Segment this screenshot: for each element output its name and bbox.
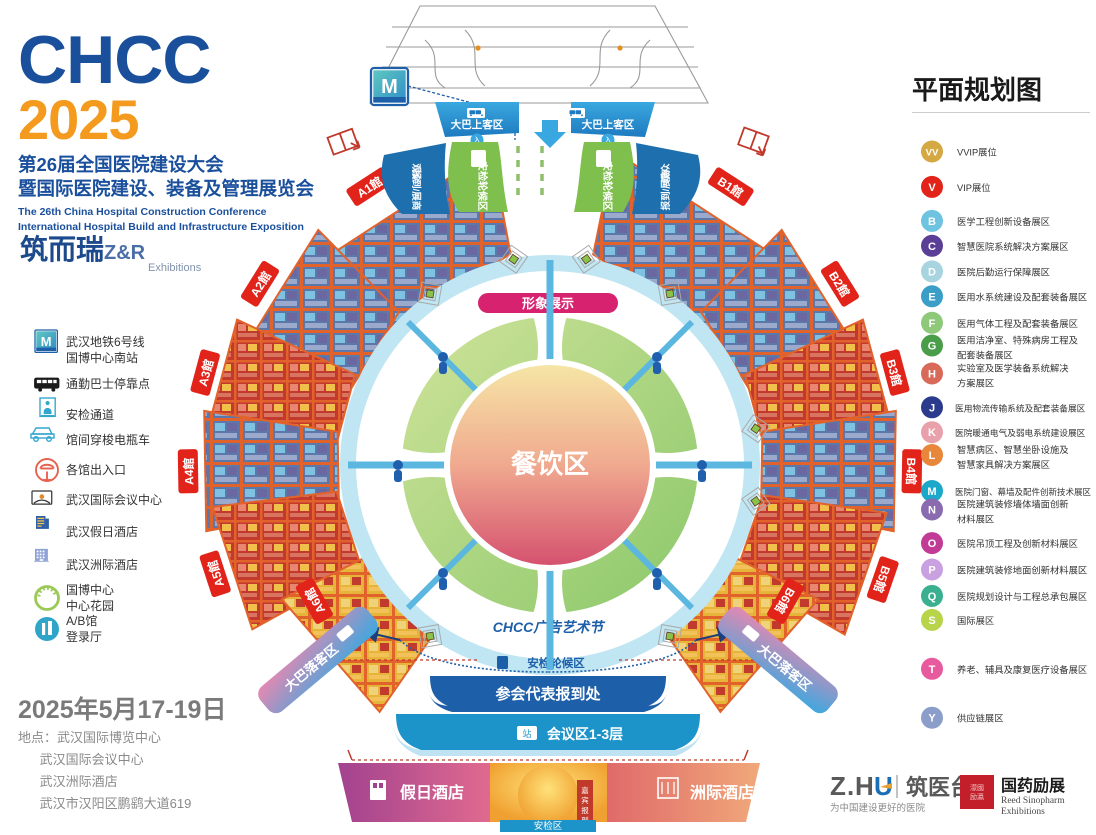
svg-text:医用水系统建设及配套装备展区: 医用水系统建设及配套装备展区 xyxy=(957,291,1087,302)
svg-text:.: . xyxy=(847,771,854,801)
svg-text:J: J xyxy=(929,402,935,414)
svg-text:安检轮候区: 安检轮候区 xyxy=(476,161,489,211)
svg-text:餐饮区: 餐饮区 xyxy=(511,449,589,479)
svg-text:C: C xyxy=(928,241,936,253)
svg-text:D: D xyxy=(928,266,936,278)
svg-text:会议区1-3层: 会议区1-3层 xyxy=(547,726,623,742)
svg-text:F: F xyxy=(929,318,936,330)
svg-text:报到/展商: 报到/展商 xyxy=(660,169,672,210)
svg-text:O: O xyxy=(928,538,937,550)
svg-text:濛國: 濛國 xyxy=(970,783,984,792)
svg-text:M: M xyxy=(381,76,398,98)
svg-text:Q: Q xyxy=(928,591,937,603)
svg-text:养老、辅具及康复医疗设备展区: 养老、辅具及康复医疗设备展区 xyxy=(957,664,1087,675)
svg-text:H: H xyxy=(928,369,936,381)
svg-text:Y: Y xyxy=(928,713,936,725)
svg-text:供应链展区: 供应链展区 xyxy=(957,713,1004,724)
svg-text:大巴上客区: 大巴上客区 xyxy=(451,118,504,131)
svg-text:B4館: B4館 xyxy=(904,457,919,485)
svg-text:Exhibitions: Exhibitions xyxy=(1001,807,1045,817)
svg-text:医院暖通电气及弱电系统建设展区: 医院暖通电气及弱电系统建设展区 xyxy=(955,427,1086,438)
svg-text:医院规划设计与工程总承包展区: 医院规划设计与工程总承包展区 xyxy=(957,591,1087,602)
svg-text:宾: 宾 xyxy=(581,795,589,805)
svg-text:智慧家具解决方案展区: 智慧家具解决方案展区 xyxy=(957,459,1050,470)
svg-text:假日酒店: 假日酒店 xyxy=(400,783,464,802)
svg-text:大巴上客区: 大巴上客区 xyxy=(582,118,635,131)
svg-text:励瀛: 励瀛 xyxy=(970,792,984,801)
svg-text:配套装备展区: 配套装备展区 xyxy=(957,350,1013,361)
svg-text:站: 站 xyxy=(522,728,531,739)
svg-text:报: 报 xyxy=(581,805,589,815)
svg-text:安检轮候区: 安检轮候区 xyxy=(527,656,585,670)
svg-text:Z: Z xyxy=(830,771,846,801)
svg-text:Reed Sinopharm: Reed Sinopharm xyxy=(1001,796,1065,806)
svg-text:H: H xyxy=(855,771,874,801)
svg-text:VV: VV xyxy=(926,148,939,159)
svg-text:参会代表报到处: 参会代表报到处 xyxy=(495,685,601,703)
svg-text:L: L xyxy=(929,450,936,462)
svg-text:医院吊顶工程及创新材料展区: 医院吊顶工程及创新材料展区 xyxy=(957,538,1078,549)
svg-text:医院门窗、幕墙及配件创新技术展区: 医院门窗、幕墙及配件创新技术展区 xyxy=(955,487,1092,497)
svg-text:VVIP展位: VVIP展位 xyxy=(957,147,997,158)
svg-text:国际展区: 国际展区 xyxy=(957,616,994,626)
svg-text:医学工程创新设备展区: 医学工程创新设备展区 xyxy=(957,216,1050,227)
svg-text:洲际酒店: 洲际酒店 xyxy=(690,783,754,802)
svg-text:安检轮候区: 安检轮候区 xyxy=(601,161,614,211)
svg-text:医院后勤运行保障展区: 医院后勤运行保障展区 xyxy=(957,266,1050,277)
svg-text:P: P xyxy=(928,565,935,577)
svg-text:医用物流传输系统及配套装备展区: 医用物流传输系统及配套装备展区 xyxy=(955,402,1086,413)
svg-text:为中国建设更好的医院: 为中国建设更好的医院 xyxy=(830,802,926,814)
svg-text:国药励展: 国药励展 xyxy=(1001,776,1066,795)
svg-text:T: T xyxy=(929,664,936,676)
svg-text:嘉: 嘉 xyxy=(581,785,589,795)
svg-text:材料展区: 材料展区 xyxy=(957,514,994,525)
svg-text:S: S xyxy=(928,615,935,627)
svg-text:VIP展位: VIP展位 xyxy=(957,182,991,193)
svg-text:N: N xyxy=(928,505,936,517)
svg-text:安检区: 安检区 xyxy=(534,820,563,832)
svg-text:B: B xyxy=(928,216,936,228)
svg-text:G: G xyxy=(928,341,937,353)
svg-text:方案展区: 方案展区 xyxy=(957,378,994,389)
svg-text:A4館: A4館 xyxy=(181,457,196,485)
svg-text:医用气体工程及配套装备展区: 医用气体工程及配套装备展区 xyxy=(957,318,1078,329)
svg-text:实验室及医学装备系统解决: 实验室及医学装备系统解决 xyxy=(957,363,1069,374)
svg-text:医院建筑装修地面创新材料展区: 医院建筑装修地面创新材料展区 xyxy=(957,565,1087,576)
svg-text:V: V xyxy=(928,182,936,194)
svg-text:医院建筑装修墙体墙面创新: 医院建筑装修墙体墙面创新 xyxy=(957,499,1069,510)
svg-text:报到/展商: 报到/展商 xyxy=(410,170,422,211)
svg-text:医用洁净室、特殊病房工程及: 医用洁净室、特殊病房工程及 xyxy=(957,335,1078,346)
svg-text:K: K xyxy=(928,427,936,439)
svg-text:智慧医院系统解决方案展区: 智慧医院系统解决方案展区 xyxy=(957,241,1069,252)
svg-text:M: M xyxy=(927,486,936,498)
svg-text:E: E xyxy=(928,291,935,303)
svg-text:智慧病区、智慧坐卧设施及: 智慧病区、智慧坐卧设施及 xyxy=(957,444,1069,455)
